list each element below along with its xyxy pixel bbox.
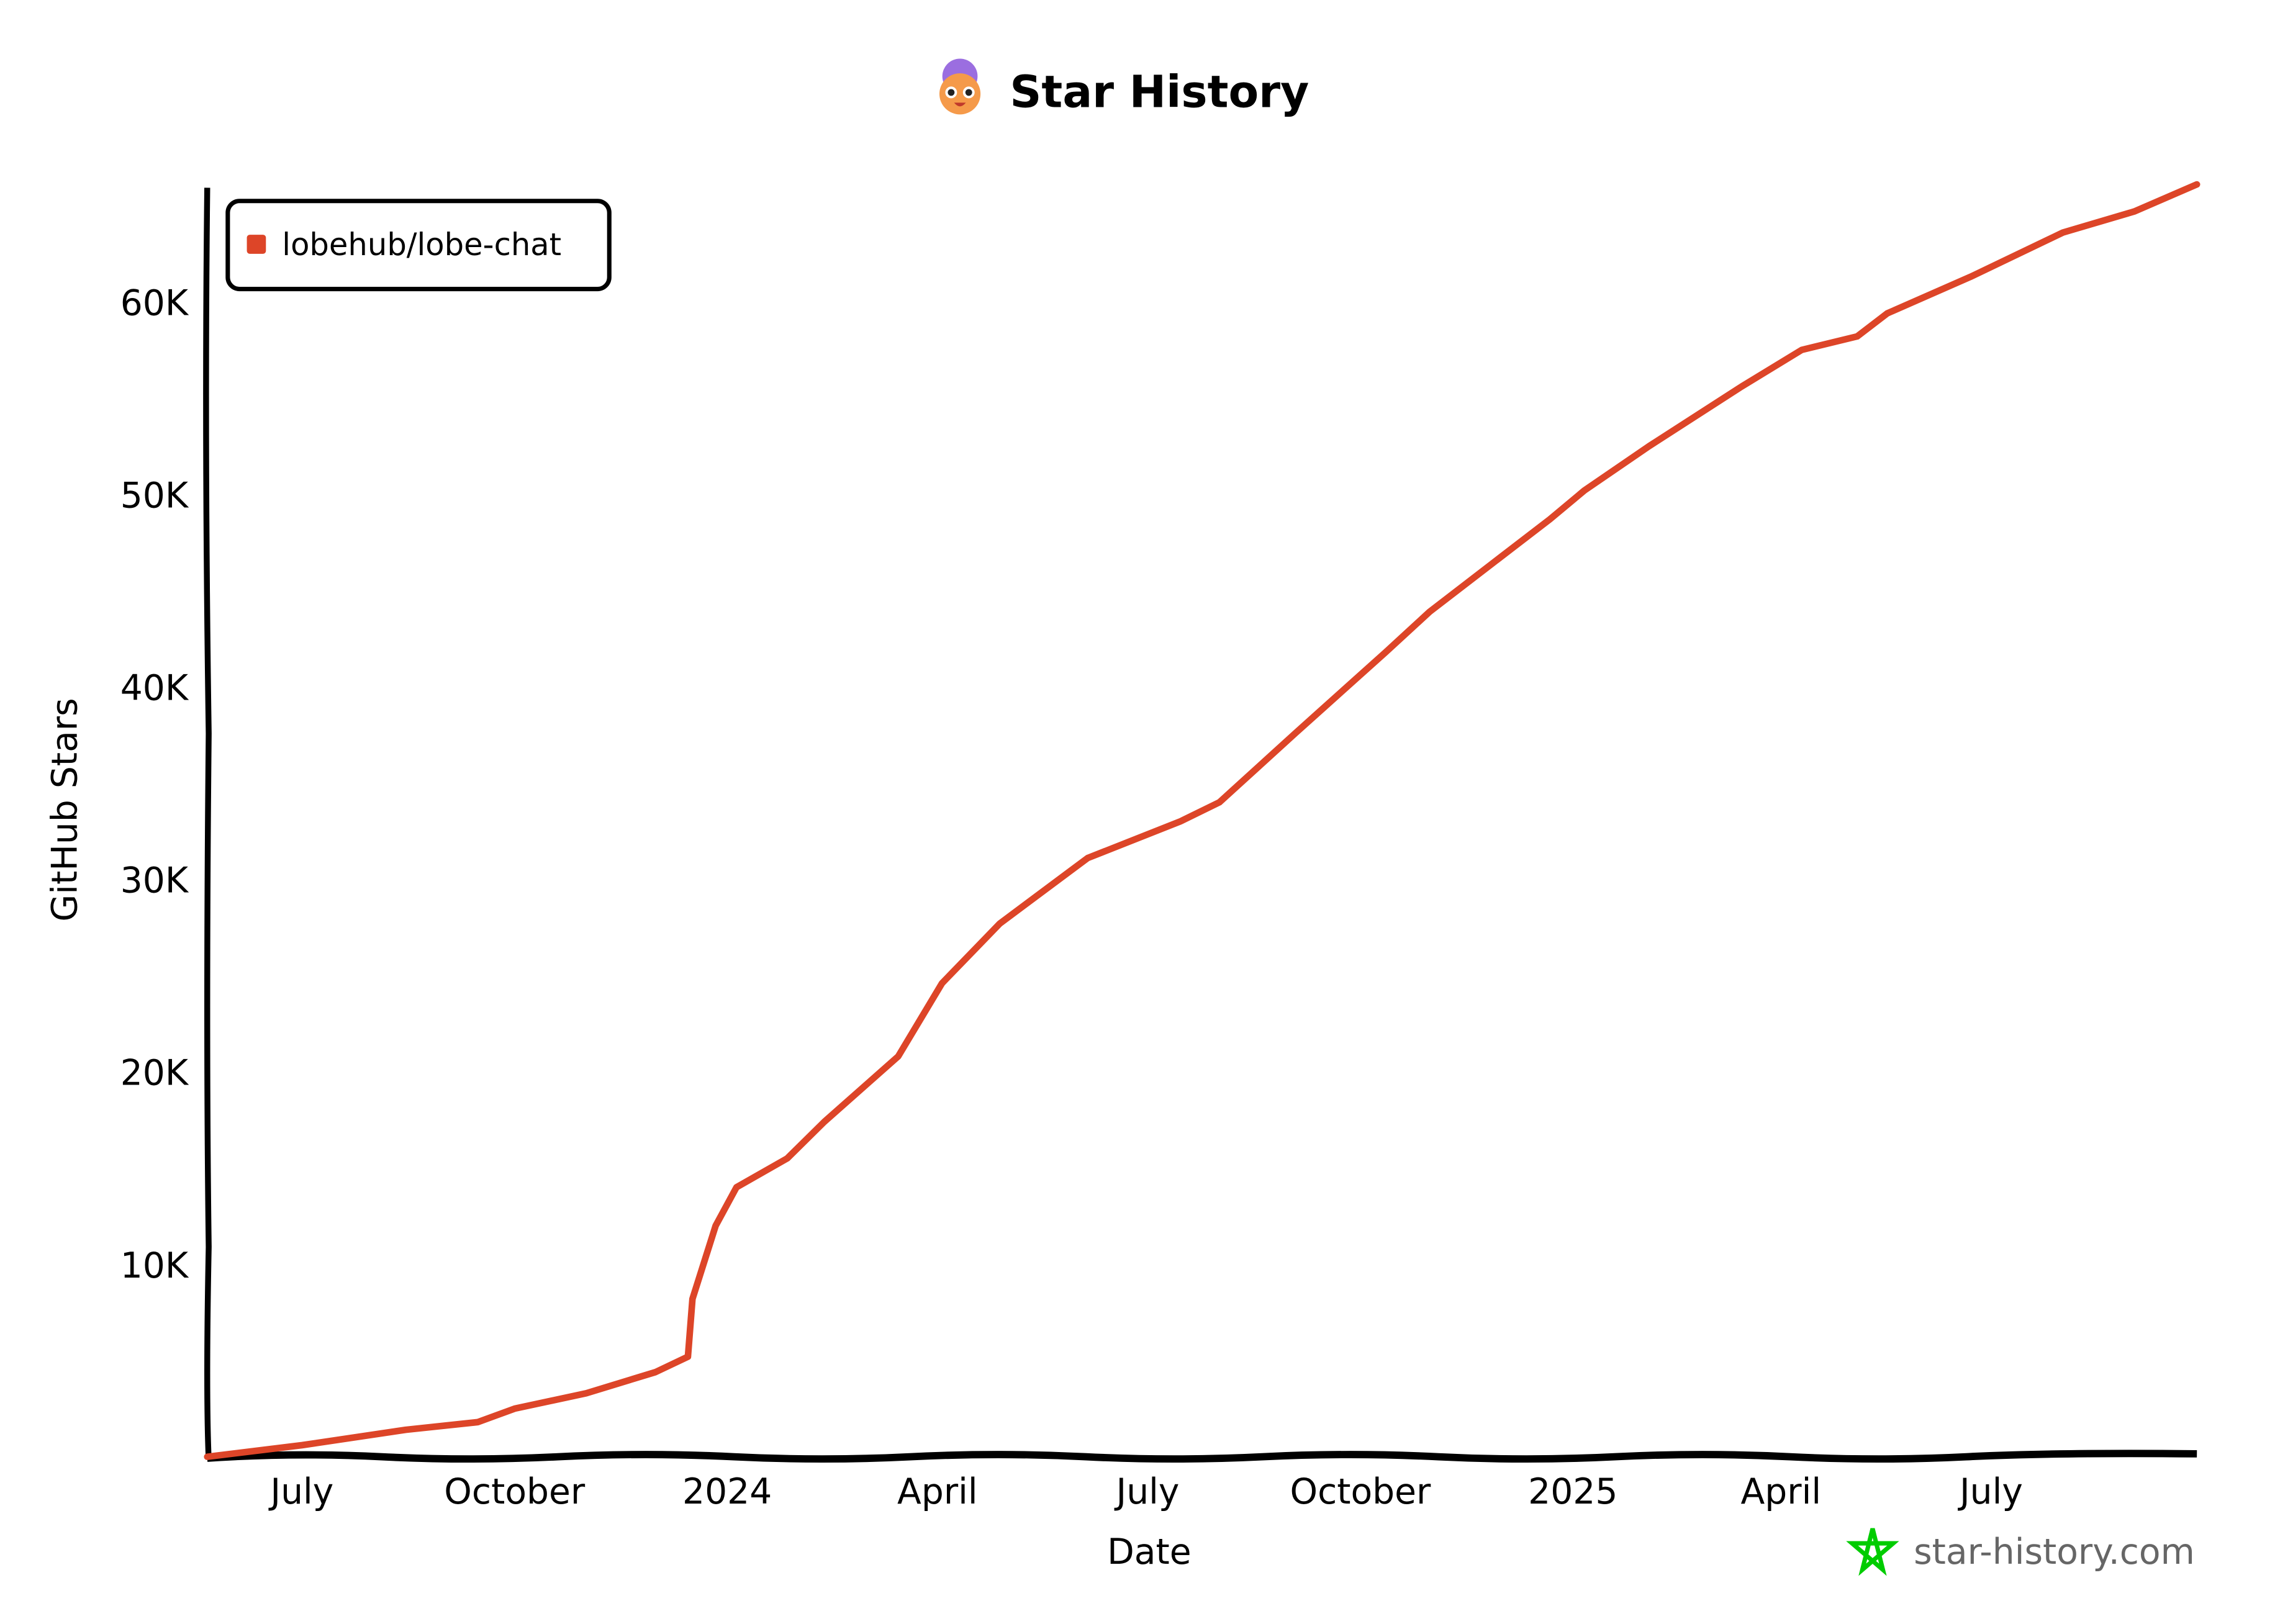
x-tick-label: October (1290, 1471, 1431, 1512)
x-axis-line (207, 1450, 2197, 1463)
y-tick-label: 20K (120, 1053, 189, 1094)
x-tick-label: July (268, 1471, 333, 1512)
chart-title-text: Star History (1010, 66, 1309, 118)
x-tick-label: April (897, 1471, 978, 1512)
watermark-text: star-history.com (1914, 1532, 2195, 1572)
legend-box (225, 199, 612, 292)
x-tick-label: 2024 (682, 1471, 772, 1512)
x-tick-label: July (1958, 1471, 2023, 1512)
chart-title: Star History (939, 58, 1309, 118)
x-tick-label: October (444, 1471, 586, 1512)
legend: lobehub/lobe-chat (225, 199, 612, 292)
y-tick-label: 50K (120, 476, 189, 517)
x-tick-label: April (1740, 1471, 1821, 1512)
legend-swatch (246, 235, 266, 254)
watermark: star-history.com (1846, 1528, 2195, 1576)
y-tick-label: 60K (120, 282, 189, 323)
x-tick-label: 2025 (1528, 1471, 1617, 1512)
x-tick-label: July (1115, 1471, 1180, 1512)
x-axis-label: Date (1107, 1532, 1192, 1572)
y-axis-line (203, 187, 212, 1460)
y-axis-label: GitHub Stars (44, 698, 85, 921)
axes (203, 187, 2197, 1463)
y-tick-label: 30K (120, 860, 189, 901)
star-history-mascot-icon (939, 58, 981, 115)
legend-label: lobehub/lobe-chat (282, 227, 561, 263)
y-tick-label: 10K (120, 1245, 189, 1286)
series-line-lobehub-lobe-chat (204, 181, 2200, 1460)
y-tick-label: 40K (120, 668, 189, 709)
star-outline-icon (1846, 1528, 1899, 1576)
